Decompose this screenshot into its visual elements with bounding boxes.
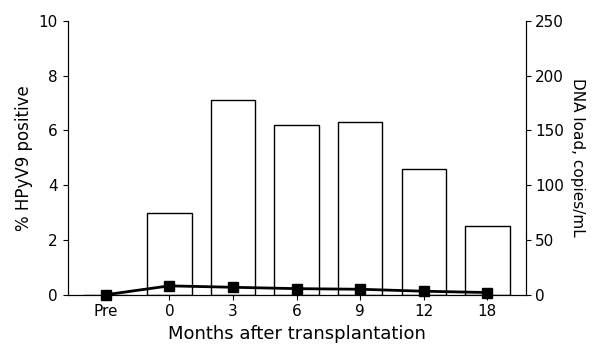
Y-axis label: % HPyV9 positive: % HPyV9 positive: [15, 85, 33, 231]
Bar: [274, 125, 319, 295]
Bar: [338, 122, 382, 295]
Y-axis label: DNA load, copies/mL: DNA load, copies/mL: [570, 78, 585, 237]
Bar: [147, 213, 191, 295]
Bar: [211, 100, 255, 295]
Bar: [401, 169, 446, 295]
Bar: [465, 226, 509, 295]
X-axis label: Months after transplantation: Months after transplantation: [167, 325, 425, 343]
